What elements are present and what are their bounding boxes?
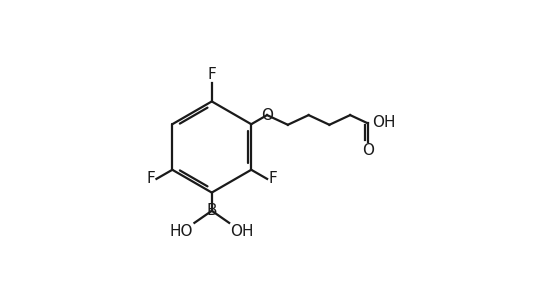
Text: OH: OH (230, 224, 254, 239)
Text: F: F (207, 67, 216, 82)
Text: HO: HO (169, 224, 193, 239)
Text: O: O (362, 143, 374, 158)
Text: OH: OH (372, 115, 396, 130)
Text: B: B (207, 203, 217, 218)
Text: O: O (261, 108, 273, 123)
Text: F: F (268, 171, 277, 186)
Text: F: F (146, 171, 155, 186)
